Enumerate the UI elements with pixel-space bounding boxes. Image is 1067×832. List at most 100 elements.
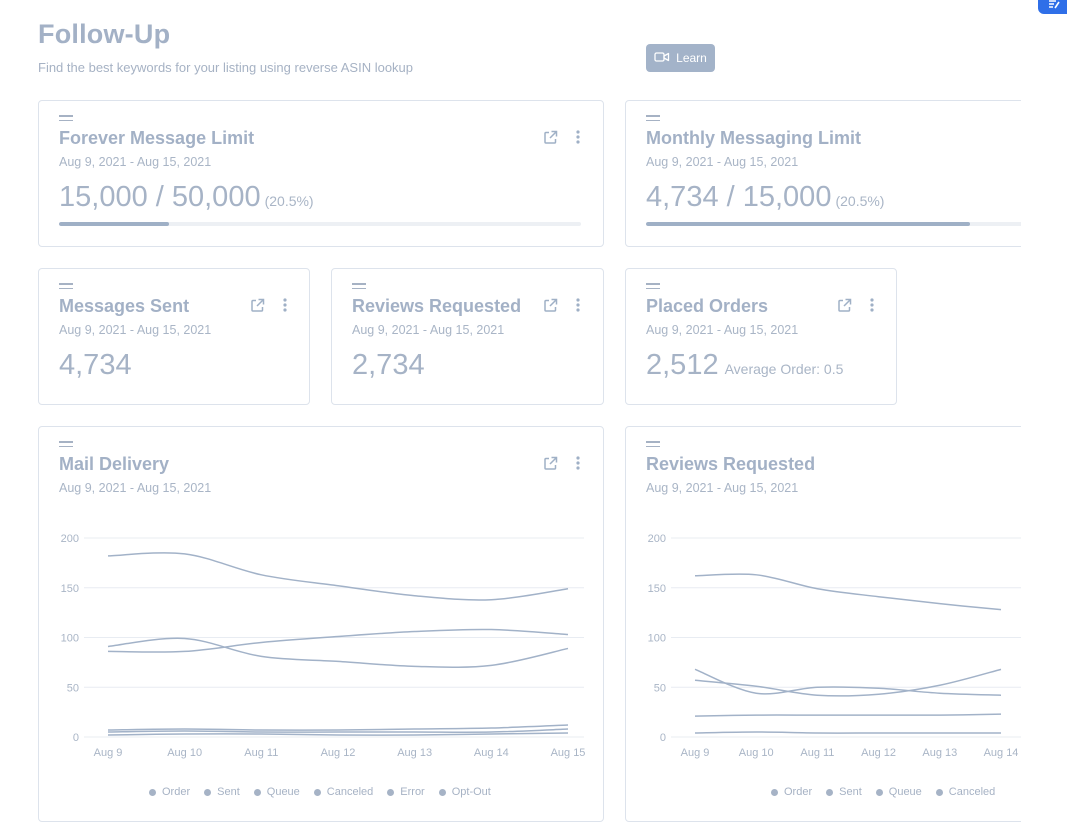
learn-label: Learn [676, 51, 707, 65]
card-title: Reviews Requested [352, 296, 522, 316]
legend-dot-icon [935, 788, 943, 796]
drag-handle-icon[interactable] [59, 115, 73, 121]
card-date-range: Aug 9, 2021 - Aug 15, 2021 [352, 323, 505, 337]
legend-item[interactable]: Queue [875, 786, 922, 798]
card-date-range: Aug 9, 2021 - Aug 15, 2021 [59, 323, 212, 337]
legend-dot-icon [875, 788, 883, 796]
card-date-range: Aug 9, 2021 - Aug 15, 2021 [646, 155, 799, 169]
drag-handle-icon[interactable] [646, 441, 660, 447]
metric-value: 4,734 [59, 349, 132, 381]
drag-handle-icon[interactable] [59, 283, 73, 289]
mail-delivery-chart: 0 50 100 150 200 Aug 9 Aug 10 Aug 11 Aug 12 Aug 1… [61, 533, 586, 759]
series-line [694, 713, 1002, 717]
legend-dot-icon [438, 788, 446, 796]
extension-icon[interactable] [1038, 0, 1067, 14]
kebab-menu-icon[interactable] [570, 455, 586, 471]
legend-dot-icon [149, 788, 156, 796]
legend-item[interactable]: Canceled [313, 786, 373, 798]
y-tick-label: 0 [660, 732, 666, 744]
card-title: Messages Sent [59, 296, 190, 316]
external-link-icon[interactable] [542, 297, 558, 313]
legend-label: Opt-Out [451, 786, 491, 798]
kebab-menu-icon[interactable] [570, 297, 586, 313]
legend-label: Error [400, 786, 425, 798]
legend-item[interactable]: Order [149, 786, 190, 798]
dashboard-viewport: Follow-Up Find the best keywords for you… [38, 19, 1021, 822]
external-link-icon[interactable] [836, 297, 852, 313]
drag-handle-icon[interactable] [59, 441, 73, 447]
legend-item[interactable]: Sent [826, 786, 862, 798]
drag-handle-icon[interactable] [646, 115, 660, 121]
card-title: Placed Orders [646, 296, 769, 316]
external-link-icon[interactable] [249, 297, 265, 313]
usage-value: 4,734 / 15,000 (20.5%) [646, 181, 885, 213]
series-line [694, 668, 1002, 696]
average-order: Average Order: 0.5 [724, 361, 844, 377]
usage-progress-bar [646, 222, 1021, 226]
legend-label: Queue [266, 786, 300, 798]
y-tick-label: 200 [648, 533, 666, 545]
x-tick-label: Aug 10 [739, 747, 774, 759]
card-title: Reviews Requested [646, 454, 816, 474]
legend-dot-icon [826, 788, 834, 796]
reviews-requested-chart-card: Reviews Requested Aug 9, 2021 - Aug 15, … [625, 426, 1021, 822]
external-link-icon[interactable] [542, 129, 558, 145]
x-tick-label: Aug 11 [244, 747, 278, 759]
reviews-requested-card: Reviews Requested Aug 9, 2021 - Aug 15, … [331, 268, 604, 405]
legend-dot-icon [253, 788, 261, 796]
metric-value: 2,734 [352, 349, 425, 381]
chart-legend: Order Sent Queue Canceled Error Opt-Out [149, 786, 491, 798]
series-line [694, 668, 1002, 697]
forever-message-limit-card: Forever Message Limit Aug 9, 2021 - Aug … [38, 100, 604, 247]
legend-item[interactable]: Canceled [935, 786, 996, 798]
card-title: Monthly Messaging Limit [646, 128, 862, 148]
legend-label: Queue [888, 786, 922, 798]
learn-button[interactable]: Learn [646, 44, 715, 72]
series-line [694, 573, 1002, 611]
series-line [107, 628, 569, 653]
legend-label: Sent [839, 786, 862, 798]
legend-dot-icon [204, 788, 212, 796]
legend-dot-icon [771, 788, 778, 796]
x-tick-label: Aug 9 [94, 747, 123, 759]
x-tick-label: Aug 9 [681, 747, 710, 759]
legend-item[interactable]: Error [387, 786, 425, 798]
drag-handle-icon[interactable] [352, 283, 366, 289]
drag-handle-icon[interactable] [646, 283, 660, 289]
kebab-menu-icon[interactable] [570, 129, 586, 145]
monthly-messaging-limit-card: Monthly Messaging Limit Aug 9, 2021 - Au… [625, 100, 1021, 247]
legend-item[interactable]: Order [771, 786, 812, 798]
external-link-icon[interactable] [542, 455, 558, 471]
series-line [107, 637, 569, 668]
y-tick-label: 100 [61, 633, 79, 645]
kebab-menu-icon[interactable] [864, 297, 880, 313]
card-title: Forever Message Limit [59, 128, 255, 148]
usage-value: 15,000 / 50,000 (20.5%) [59, 181, 314, 213]
x-tick-label: Aug 14 [474, 747, 509, 759]
x-tick-label: Aug 12 [321, 747, 356, 759]
legend-item[interactable]: Opt-Out [438, 786, 491, 798]
x-tick-label: Aug 14 [984, 747, 1019, 759]
legend-item[interactable]: Queue [253, 786, 300, 798]
x-tick-label: Aug 11 [800, 747, 834, 759]
legend-item[interactable]: Sent [204, 786, 240, 798]
card-actions [542, 297, 586, 313]
video-camera-icon [654, 51, 670, 66]
y-tick-label: 100 [648, 633, 666, 645]
usage-percent: (20.5%) [264, 193, 314, 209]
card-actions [542, 129, 586, 145]
page-subtitle: Find the best keywords for your listing … [38, 60, 414, 75]
card-date-range: Aug 9, 2021 - Aug 15, 2021 [646, 323, 799, 337]
mail-delivery-card: Mail Delivery Aug 9, 2021 - Aug 15, 2021… [38, 426, 604, 822]
legend-label: Canceled [948, 786, 996, 798]
legend-label: Order [784, 786, 813, 798]
y-tick-label: 0 [73, 732, 79, 744]
y-tick-label: 50 [67, 682, 79, 694]
usage-percent: (20.5%) [835, 193, 885, 209]
reviews-requested-chart: 0 50 100 150 200 Aug 9 Aug 10 Aug 11 Aug 12 Aug 1… [648, 533, 1021, 759]
card-title: Mail Delivery [59, 454, 170, 474]
series-line [107, 732, 569, 736]
kebab-menu-icon[interactable] [277, 297, 293, 313]
series-line [107, 724, 569, 731]
